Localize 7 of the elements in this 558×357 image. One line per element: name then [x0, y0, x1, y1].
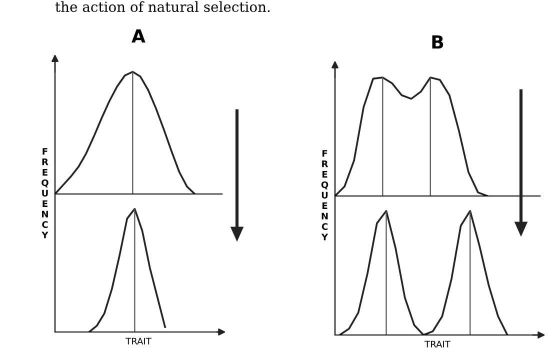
text: FREQUENCY	[321, 150, 328, 240]
text: FREQUENCY	[42, 148, 48, 238]
x-axis-title: TRAIT	[424, 340, 450, 348]
text: the action of natural selection.	[55, 1, 270, 12]
chart-title: B	[432, 35, 444, 49]
chart-title: A	[132, 29, 146, 43]
x-axis-title: TRAIT	[126, 338, 152, 344]
